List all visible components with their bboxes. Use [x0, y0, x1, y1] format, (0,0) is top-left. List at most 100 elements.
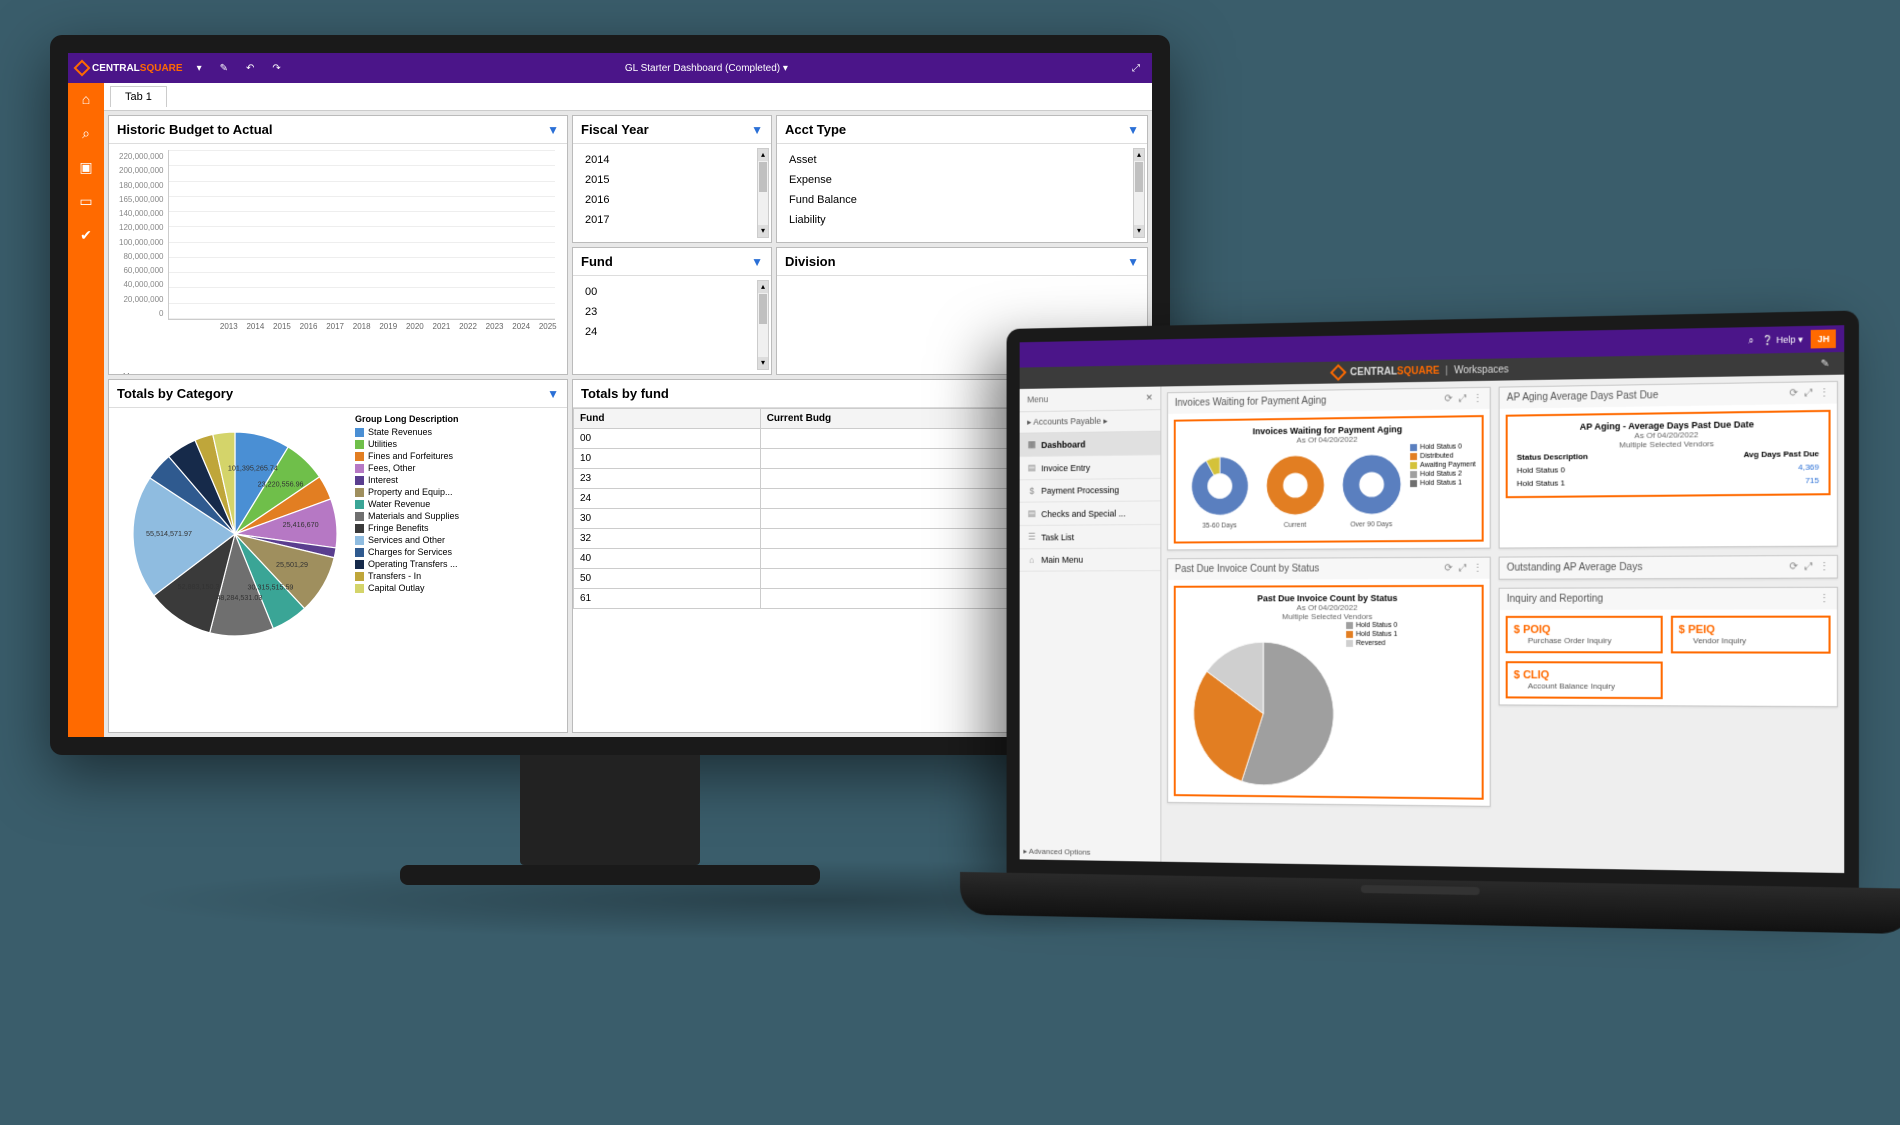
- breadcrumb[interactable]: ▸ Accounts Payable ▸: [1020, 410, 1161, 434]
- svg-text:23,220,556.96: 23,220,556.96: [258, 479, 304, 488]
- close-menu-icon[interactable]: ✕: [1146, 393, 1153, 404]
- card-title: Past Due Invoice Count by Status: [1181, 593, 1475, 604]
- more-icon[interactable]: ⋮: [1819, 593, 1829, 604]
- tab-1[interactable]: Tab 1: [110, 86, 167, 107]
- refresh-icon[interactable]: ⟳: [1444, 563, 1452, 574]
- archive-icon[interactable]: ▣: [76, 157, 96, 177]
- check-icon[interactable]: ✔: [76, 225, 96, 245]
- more-icon[interactable]: ⋮: [1819, 387, 1829, 398]
- list-item[interactable]: 2014: [579, 150, 765, 170]
- filter-icon[interactable]: ▼: [1127, 255, 1139, 269]
- widget-title: Invoices Waiting for Payment Aging: [1175, 396, 1327, 409]
- brand-logo-icon: [1330, 364, 1347, 381]
- pie-legend: Group Long Description State RevenuesUti…: [355, 414, 561, 726]
- card-icon[interactable]: ▭: [76, 191, 96, 211]
- edit-icon[interactable]: ✎: [216, 61, 232, 76]
- panel-fund: Fund ▼ 002324 ▴▾: [572, 247, 772, 375]
- dashboard-title[interactable]: GL Starter Dashboard (Completed) ▾: [295, 63, 1118, 74]
- widget-past-due: Past Due Invoice Count by Status ⟳ ⤢ ⋮ Pas…: [1167, 557, 1491, 807]
- home-icon[interactable]: ⌂: [76, 89, 96, 109]
- more-icon[interactable]: ⋮: [1473, 563, 1483, 574]
- widget-title: Inquiry and Reporting: [1507, 594, 1603, 605]
- bar-chart: [168, 150, 556, 320]
- expand-icon[interactable]: ⤢: [1459, 393, 1467, 404]
- sidebar-item[interactable]: ▤Checks and Special ...: [1020, 501, 1161, 526]
- acct-type-list[interactable]: AssetExpenseFund BalanceLiability: [783, 150, 1141, 230]
- edit-icon[interactable]: ✎: [1821, 358, 1830, 369]
- chart-y-axis: 220,000,000200,000,000180,000,000165,000…: [115, 150, 168, 320]
- panel-title: Division: [785, 254, 836, 269]
- filter-icon[interactable]: ▼: [547, 387, 559, 401]
- filter-icon[interactable]: ▼: [1127, 123, 1139, 137]
- expand-icon[interactable]: ⤢: [1804, 561, 1812, 572]
- inquiry-card[interactable]: $POIQPurchase Order Inquiry: [1506, 616, 1663, 654]
- panel-historic-budget: Historic Budget to Actual ▼ 220,000,0002…: [108, 115, 568, 375]
- widget-inquiry: Inquiry and Reporting ⋮ $POIQPurchase Or…: [1499, 587, 1838, 707]
- list-item[interactable]: 2016: [579, 190, 765, 210]
- sidebar-item[interactable]: ▦Dashboard: [1020, 432, 1161, 457]
- workspaces-app: ⌕ ❔ Help ▾ JH CENTRALSQUARE | Workspaces…: [1020, 325, 1845, 873]
- advanced-options[interactable]: ▸ Advanced Options: [1023, 847, 1090, 857]
- refresh-icon[interactable]: ⟳: [1789, 561, 1798, 572]
- card-sub: Multiple Selected Vendors: [1181, 612, 1475, 621]
- panel-acct-type: Acct Type▼ AssetExpenseFund BalanceLiabi…: [776, 115, 1148, 243]
- inquiry-card[interactable]: $PEIQVendor Inquiry: [1670, 616, 1830, 654]
- more-icon[interactable]: ⋮: [1819, 561, 1829, 572]
- category-pie-chart: 101,395,265.7423,220,556.9625,416,67025,…: [115, 414, 355, 654]
- donut-charts: 35-60 DaysCurrentOver 90 Days: [1181, 443, 1410, 535]
- refresh-icon[interactable]: ⟳: [1444, 393, 1452, 404]
- list-item[interactable]: Liability: [783, 210, 1141, 230]
- list-item[interactable]: 00: [579, 282, 765, 302]
- sidebar-item[interactable]: ☰Task List: [1020, 525, 1161, 549]
- expand-icon[interactable]: ⤢: [1459, 563, 1467, 574]
- save-icon[interactable]: ▾: [193, 61, 206, 76]
- panel-title: Totals by Category: [117, 386, 233, 401]
- inquiry-card[interactable]: $CLIQAccount Balance Inquiry: [1506, 661, 1663, 699]
- chart-x-axis: 2013201420152016201720182019202020212022…: [168, 320, 562, 331]
- list-item[interactable]: 2015: [579, 170, 765, 190]
- panel-title: Fund: [581, 254, 613, 269]
- list-item[interactable]: 24: [579, 322, 765, 342]
- brand: CENTRALSQUARE: [76, 62, 183, 74]
- redo-icon[interactable]: ↷: [268, 61, 284, 76]
- widget-title: Outstanding AP Average Days: [1507, 562, 1643, 574]
- filter-icon[interactable]: ▼: [751, 255, 763, 269]
- panel-totals-category: Totals by Category ▼ 101,395,265.7423,220…: [108, 379, 568, 733]
- list-item[interactable]: Asset: [783, 150, 1141, 170]
- scrollbar[interactable]: ▴▾: [757, 280, 769, 370]
- tab-strip: Tab 1: [104, 83, 1152, 111]
- sidebar-item[interactable]: ⌂Main Menu: [1020, 549, 1161, 572]
- fund-list[interactable]: 002324: [579, 282, 765, 342]
- svg-text:52,883,150.3: 52,883,150.3: [178, 582, 220, 591]
- left-rail: ⌂ ⌕ ▣ ▭ ✔: [68, 83, 104, 737]
- sidebar-item[interactable]: $Payment Processing: [1020, 479, 1161, 503]
- user-badge[interactable]: JH: [1811, 329, 1836, 348]
- widget-ap-aging: AP Aging Average Days Past Due ⟳⤢⋮ AP Ag…: [1499, 381, 1838, 549]
- sidebar-item[interactable]: ▤Invoice Entry: [1020, 455, 1161, 480]
- fiscal-year-list[interactable]: 2014201520162017: [579, 150, 765, 230]
- list-item[interactable]: 23: [579, 302, 765, 322]
- scrollbar[interactable]: ▴▾: [1133, 148, 1145, 238]
- list-item[interactable]: 2017: [579, 210, 765, 230]
- brand-logo-icon: [74, 60, 91, 77]
- more-icon[interactable]: ⋮: [1473, 393, 1483, 404]
- expand-icon[interactable]: ⤢: [1804, 387, 1812, 398]
- list-item[interactable]: Fund Balance: [783, 190, 1141, 210]
- expand-icon[interactable]: ⤢: [1128, 61, 1144, 76]
- undo-icon[interactable]: ↶: [242, 61, 258, 76]
- help-menu[interactable]: ❔ Help ▾: [1762, 334, 1803, 346]
- col-fund[interactable]: Fund: [574, 409, 761, 429]
- search-icon[interactable]: ⌕: [76, 123, 96, 143]
- list-item[interactable]: Expense: [783, 170, 1141, 190]
- widget-invoices-aging: Invoices Waiting for Payment Aging ⟳⤢⋮ I…: [1167, 387, 1491, 551]
- scrollbar[interactable]: ▴▾: [757, 148, 769, 238]
- filter-icon[interactable]: ▼: [547, 123, 559, 137]
- widget-title: Past Due Invoice Count by Status: [1175, 563, 1319, 574]
- brand-text: CENTRALSQUARE: [92, 63, 183, 74]
- panel-title: Historic Budget to Actual: [117, 122, 273, 137]
- past-due-legend: Hold Status 0Hold Status 1Reversed: [1346, 621, 1397, 648]
- svg-text:55,514,571.97: 55,514,571.97: [146, 529, 192, 538]
- search-icon[interactable]: ⌕: [1748, 335, 1753, 346]
- filter-icon[interactable]: ▼: [751, 123, 763, 137]
- refresh-icon[interactable]: ⟳: [1789, 388, 1798, 399]
